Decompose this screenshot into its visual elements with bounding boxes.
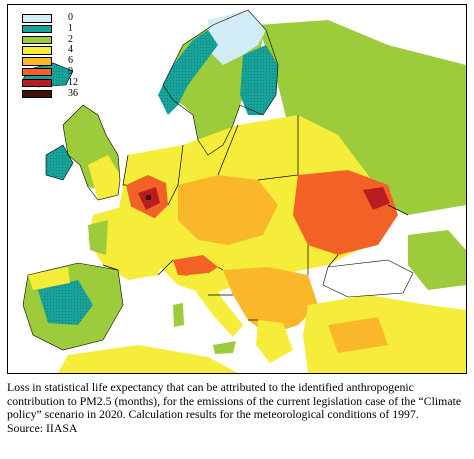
region-donbas [363,187,390,210]
legend-entry: 6 [18,55,88,67]
legend-swatch [22,89,52,99]
caption-source: Source: IIASA [7,420,78,435]
legend-entry: 36 [18,87,88,100]
legend-label: 0 [68,12,73,23]
region-norway-coast [158,30,218,115]
legend-entry: 1 [18,22,88,35]
region-greece [256,320,293,363]
region-turkey-orange [328,317,388,353]
legend-label: 1 [68,22,73,34]
region-ireland [46,145,73,180]
region-france [88,205,168,280]
region-uk-south [88,155,120,200]
legend-swatch [22,67,52,77]
caption-text: Loss in statistical life expectancy that… [7,380,462,422]
region-iberia-interior [38,280,93,325]
region-north-africa [58,345,238,373]
region-lapland [208,10,266,65]
figure-caption: Loss in statistical life expectancy that… [7,380,469,435]
legend-entry: 12 [18,76,88,89]
legend: 0 1 2 4 6 9 12 36 [18,12,88,100]
region-turkey [303,295,466,373]
map-frame: 0 1 2 4 6 9 12 36 [7,4,467,374]
region-balkans [223,267,318,335]
region-caucasus [408,230,466,290]
legend-entry: 2 [18,33,88,46]
legend-entry: 0 [18,12,88,24]
europe-map [22,9,466,373]
region-po-valley [173,255,218,277]
region-france-west [88,220,108,255]
region-central-orange [178,175,278,245]
legend-label: 9 [68,65,73,77]
black-sea [323,260,413,297]
region-sicily [213,341,236,354]
legend-swatch [22,46,52,55]
legend-label: 4 [68,44,73,56]
region-italy [188,273,243,337]
country-borders [102,115,409,321]
legend-label: 2 [68,33,73,45]
legend-swatch [22,24,52,34]
region-finland [240,45,278,115]
region-sardinia [173,303,184,327]
legend-swatch [22,35,52,45]
legend-entry: 4 [18,44,88,56]
legend-swatch [22,57,52,66]
legend-swatch [22,78,52,88]
region-russia [258,20,466,215]
legend-swatch [22,14,52,23]
legend-label: 12 [68,76,78,88]
legend-label: 6 [68,55,73,67]
legend-label: 36 [68,87,78,99]
legend-entry: 9 [18,65,88,78]
region-iberia-north [28,267,70,290]
